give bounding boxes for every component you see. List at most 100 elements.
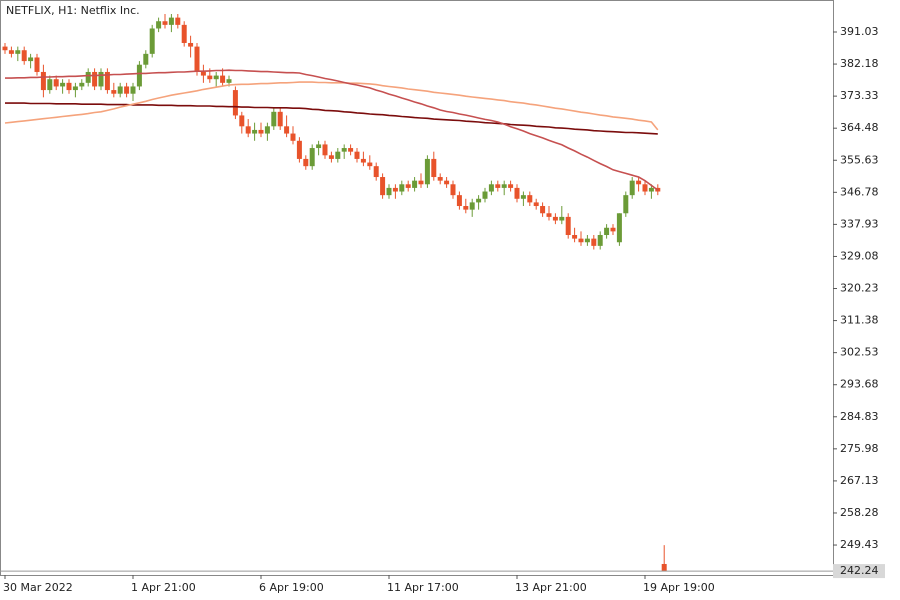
candle-body	[207, 75, 213, 80]
candle-body	[47, 79, 53, 91]
candle-body	[565, 216, 571, 236]
candle-body	[597, 235, 603, 246]
candle-body	[34, 57, 40, 72]
y-tick-label: 284.83	[840, 410, 879, 423]
candle-body	[348, 148, 354, 152]
candle-body	[456, 195, 462, 207]
candle-body	[636, 180, 642, 185]
candle-body	[2, 46, 8, 51]
candle-body	[117, 86, 123, 94]
candle-body	[514, 187, 520, 199]
candle-body	[527, 195, 533, 203]
x-tick-label: 6 Apr 19:00	[259, 581, 324, 594]
candle-body	[584, 238, 590, 243]
candle-body	[380, 177, 386, 196]
candle-body	[200, 71, 206, 76]
moving-average	[4, 81, 659, 131]
candle-body	[341, 148, 347, 152]
plot-frame	[0, 0, 834, 576]
candle-body	[437, 177, 443, 181]
candle-body	[392, 187, 398, 192]
candle-body	[476, 198, 482, 203]
candle-body	[648, 187, 654, 192]
y-tick-label: 249.43	[840, 538, 879, 551]
y-tick-label: 293.68	[840, 378, 879, 391]
candle-body	[546, 213, 552, 217]
candle-body	[156, 21, 162, 29]
y-tick-label: 320.23	[840, 282, 879, 295]
y-tick-label: 302.53	[840, 346, 879, 359]
candle-body	[360, 158, 366, 163]
chart-title: NETFLIX, H1: Netflix Inc.	[6, 4, 140, 17]
y-tick-label: 311.38	[840, 314, 879, 327]
candle-body	[610, 227, 616, 232]
candle-body	[488, 184, 494, 192]
candle-body	[271, 111, 277, 127]
candle-body	[335, 151, 341, 159]
candle-body	[367, 162, 373, 167]
candle-body	[226, 79, 232, 83]
candle-body	[111, 90, 117, 94]
candle-body	[124, 86, 130, 94]
candle-body	[194, 46, 200, 72]
y-tick-label: 337.93	[840, 217, 879, 230]
candle-body	[72, 86, 78, 91]
candle-body	[616, 213, 622, 243]
candle-body	[143, 53, 149, 65]
candle-body	[8, 50, 14, 54]
candle-body	[245, 126, 251, 134]
x-tick-label: 30 Mar 2022	[3, 581, 73, 594]
candle-body	[354, 151, 360, 159]
candle-body	[181, 24, 187, 43]
candle-body	[501, 184, 507, 188]
candle-body	[405, 184, 411, 188]
y-tick-label: 355.63	[840, 153, 879, 166]
candle-body	[629, 180, 635, 196]
candle-body	[232, 90, 238, 116]
candle-body	[418, 180, 424, 185]
candle-body	[431, 158, 437, 178]
x-tick-label: 1 Apr 21:00	[131, 581, 196, 594]
candle-body	[220, 75, 226, 83]
candle-body	[40, 71, 46, 91]
last-price-box	[833, 564, 885, 579]
candle-body	[322, 144, 328, 156]
y-tick-label: 373.33	[840, 89, 879, 102]
candle-body	[412, 180, 418, 188]
candle-body	[373, 166, 379, 178]
candle-body	[508, 184, 514, 188]
candle-body	[92, 71, 98, 87]
candle-body	[591, 238, 597, 246]
candle-body	[162, 21, 168, 25]
candle-body	[316, 144, 322, 149]
candle-body	[213, 75, 219, 80]
candle-body	[296, 140, 302, 159]
y-tick-label: 258.28	[840, 506, 879, 519]
candle-body	[303, 158, 309, 167]
candle-body	[60, 82, 66, 87]
candle-body	[136, 64, 142, 87]
candle-body	[168, 17, 174, 25]
candle-body	[277, 111, 283, 127]
candle-body	[604, 227, 610, 236]
candle-body	[290, 133, 296, 141]
candle-body	[53, 79, 59, 87]
moving-average	[5, 69, 659, 191]
candle-body	[399, 184, 405, 192]
x-tick-label: 11 Apr 17:00	[387, 581, 459, 594]
candle-body	[495, 184, 501, 188]
candle-body	[572, 235, 578, 239]
candle-body	[520, 195, 526, 199]
candle-body	[104, 71, 110, 91]
candle-body	[386, 187, 392, 196]
candle-body	[188, 42, 194, 47]
candle-body	[328, 155, 334, 159]
y-tick-label: 346.78	[840, 185, 879, 198]
candle-body	[642, 184, 648, 192]
moving-average	[5, 102, 658, 135]
candle-body	[28, 57, 34, 62]
candle-body	[533, 202, 539, 207]
last-price-label: 242.24	[840, 564, 879, 577]
candle-body	[309, 148, 315, 167]
